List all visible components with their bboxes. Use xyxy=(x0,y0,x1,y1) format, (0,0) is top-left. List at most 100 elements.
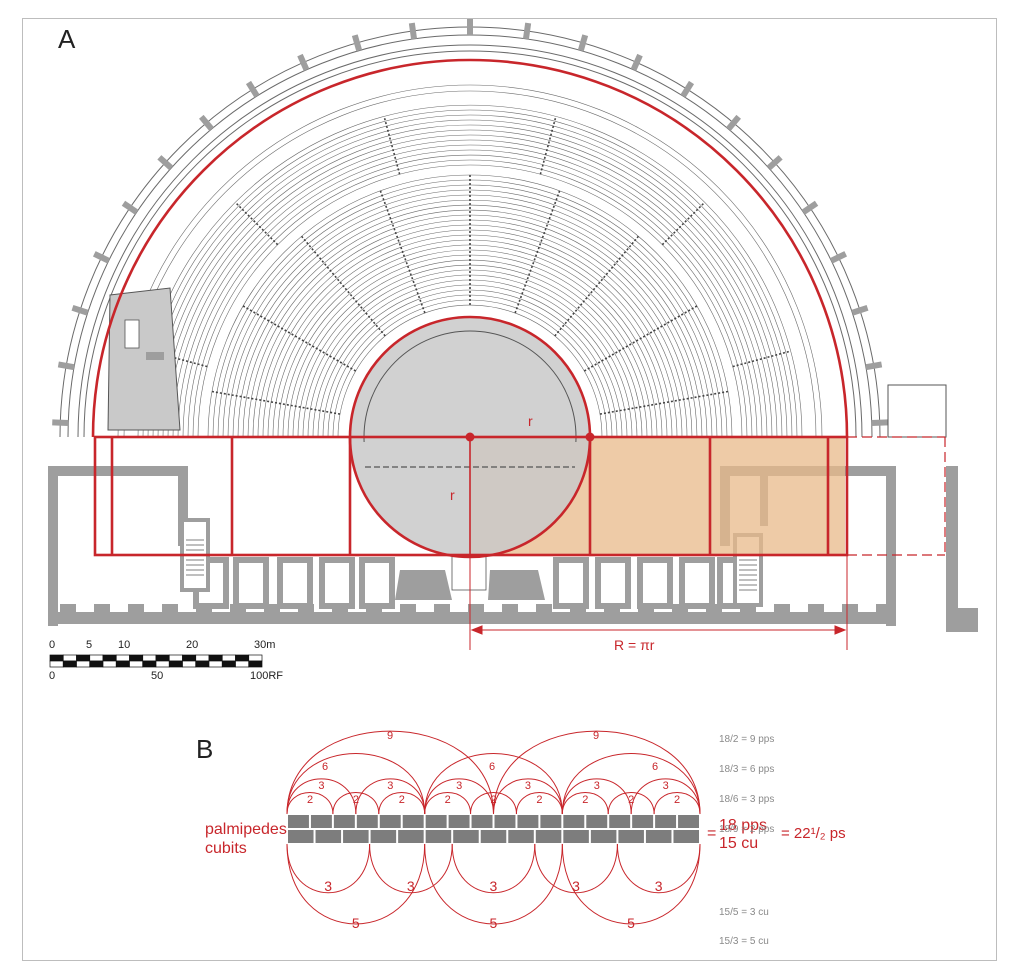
pier xyxy=(876,604,892,612)
scale-cell-bottom xyxy=(248,660,263,668)
arc-label-9-right: 9 xyxy=(593,730,599,742)
upper-arc xyxy=(561,753,701,815)
buttress xyxy=(865,361,883,371)
buttress xyxy=(92,251,110,264)
scaena-room xyxy=(233,557,269,609)
upper-arc xyxy=(561,792,609,815)
scale-cell-bottom xyxy=(195,660,210,668)
scale-cell-bottom xyxy=(182,660,197,668)
palmipes-block xyxy=(356,815,378,828)
seating-ring xyxy=(187,154,753,438)
seating-ring xyxy=(177,144,763,438)
buttress xyxy=(408,22,418,40)
seating-ring xyxy=(257,224,683,438)
left-block-slot xyxy=(146,352,164,360)
palmipes-block xyxy=(333,815,355,828)
palmipes-block xyxy=(402,815,424,828)
scale-cell-bottom xyxy=(62,660,77,668)
buttress xyxy=(297,53,310,71)
scale-cell-bottom xyxy=(142,660,157,668)
pier xyxy=(94,604,110,612)
outer-red-arc xyxy=(91,58,849,438)
scale-top-tick-30m: 30m xyxy=(254,639,275,651)
aisle xyxy=(732,350,791,368)
palmipes-block xyxy=(517,815,539,828)
scale-cell-top xyxy=(195,654,210,662)
palmipes-block xyxy=(494,815,516,828)
arc-label-2: 2 xyxy=(353,794,359,806)
lower-arc xyxy=(534,843,618,894)
pier xyxy=(638,604,654,612)
palmipes-block xyxy=(632,815,654,828)
pier xyxy=(468,604,484,612)
cubit-block xyxy=(370,830,397,843)
scale-top-tick-10: 10 xyxy=(118,639,130,651)
pier xyxy=(366,604,382,612)
seating-ring xyxy=(152,119,788,438)
seating-ring xyxy=(262,229,678,438)
cubit-block xyxy=(288,830,314,843)
cubit-block xyxy=(563,830,589,843)
seating-ring xyxy=(117,84,823,438)
scale-cell-top xyxy=(208,654,223,662)
buttress xyxy=(522,22,532,40)
lower-arc xyxy=(561,843,701,925)
scale-top-tick-0: 0 xyxy=(49,639,55,651)
arc-label-3: 3 xyxy=(663,780,669,792)
cubit-block xyxy=(315,830,342,843)
seating-ring xyxy=(282,249,658,438)
arc-label-3-lower: 3 xyxy=(572,878,580,894)
pier xyxy=(570,604,586,612)
seating-ring xyxy=(277,244,663,438)
upper-arc xyxy=(378,792,426,815)
upper-arc xyxy=(653,792,701,815)
aisle xyxy=(539,116,557,175)
cubit-block xyxy=(480,830,507,843)
upper-arc xyxy=(424,753,563,815)
palmipes-block xyxy=(448,815,470,828)
scale-cell-bottom xyxy=(76,660,91,668)
arc-label-3-lower: 3 xyxy=(407,878,415,894)
cubit-block xyxy=(398,830,424,843)
pier xyxy=(196,604,212,612)
scale-cell-top xyxy=(142,654,157,662)
buttress xyxy=(801,200,819,215)
seating-ring xyxy=(172,139,768,438)
pier xyxy=(808,604,824,612)
scale-cell-bottom xyxy=(89,660,104,668)
pier xyxy=(536,604,552,612)
seating-ring xyxy=(242,209,698,438)
module-arcs xyxy=(286,730,701,925)
upper-arc xyxy=(515,792,563,815)
aisle xyxy=(514,190,561,314)
lower-arc xyxy=(616,843,701,894)
pier xyxy=(162,604,178,612)
lower-arc xyxy=(369,843,453,894)
pier xyxy=(264,604,280,612)
panel-b-label: B xyxy=(196,734,213,764)
upper-arc xyxy=(493,730,701,815)
upper-arc xyxy=(286,792,334,815)
buttress xyxy=(199,114,214,131)
arc-label-3-lower: 3 xyxy=(655,878,663,894)
scale-top-tick-20: 20 xyxy=(186,639,198,651)
arc-label-2: 2 xyxy=(582,794,588,806)
scaena-room xyxy=(359,557,395,609)
aisle xyxy=(379,190,426,314)
scale-cell-top xyxy=(221,654,236,662)
cubit-block xyxy=(645,830,672,843)
upper-arc xyxy=(424,792,472,815)
lower-arc xyxy=(451,843,536,894)
pier xyxy=(502,604,518,612)
formula-5cu: 15/3 = 5 cu xyxy=(719,936,769,947)
cubit-block xyxy=(343,830,369,843)
pier xyxy=(434,604,450,612)
pier xyxy=(672,604,688,612)
arc-label-6-b: 6 xyxy=(489,761,495,773)
cavea-seating xyxy=(52,19,888,438)
buttress xyxy=(121,200,139,215)
scale-cell-bottom xyxy=(155,660,170,668)
scaena-room xyxy=(637,557,673,609)
formula-9pps: 18/2 = 9 pps xyxy=(719,734,774,745)
